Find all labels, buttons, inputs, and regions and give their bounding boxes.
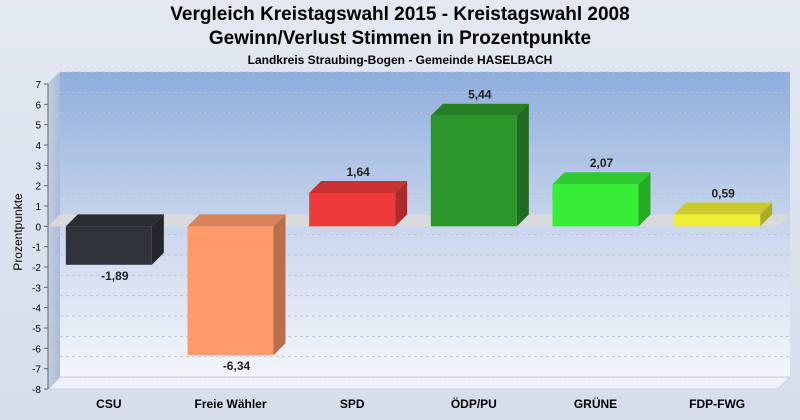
y-tick-label: 5: [35, 121, 41, 132]
y-tick-label: 0: [35, 222, 41, 233]
bar-side: [638, 172, 651, 227]
y-tick-label: 3: [35, 161, 41, 172]
bar--dp-pu: [430, 103, 529, 227]
data-label: 5,44: [468, 88, 492, 102]
gridline-side: [47, 335, 61, 349]
y-tick-label: -1: [32, 243, 41, 254]
chart-title: Vergleich Kreistagswahl 2015 - Kreistags…: [170, 4, 630, 25]
bar-side: [516, 103, 529, 227]
y-tick-label: -4: [32, 304, 41, 315]
x-tick-label: FDP-FWG: [689, 397, 745, 411]
bar-front: [187, 226, 274, 356]
bar-front: [309, 192, 396, 227]
bar-side: [151, 214, 164, 265]
y-axis-label: Prozentpunkte: [11, 193, 25, 271]
x-tick-label: ÖDP/PU: [451, 396, 497, 411]
gridline-side: [47, 295, 61, 309]
y-tick-label: -3: [32, 283, 41, 294]
gridline-side: [47, 315, 61, 329]
bar-side: [760, 202, 773, 227]
bar-top: [65, 214, 164, 227]
bar-spd: [309, 180, 408, 227]
data-label: -1,89: [101, 269, 129, 283]
bar-side: [395, 180, 408, 227]
bar-front: [65, 226, 152, 265]
gridline-side: [47, 234, 61, 248]
y-tick-label: -2: [32, 263, 41, 274]
bar-csu: [65, 214, 164, 265]
plot-side-wall: [48, 72, 60, 389]
bar-top: [187, 214, 286, 227]
gridline-side: [47, 112, 61, 126]
bar-top: [674, 202, 773, 215]
y-tick-label: -5: [32, 324, 41, 335]
plot-floor: [46, 376, 792, 390]
data-label: 1,64: [346, 165, 370, 179]
x-tick-label: CSU: [96, 397, 121, 411]
data-label: -6,34: [223, 359, 251, 373]
x-tick-label: Freie Wähler: [194, 397, 266, 411]
gridline-side: [47, 376, 61, 390]
chart-subtitle: Gewinn/Verlust Stimmen in Prozentpunkte: [208, 28, 592, 49]
y-tick-label: -7: [32, 365, 41, 376]
bar-top: [430, 103, 529, 116]
y-tick-label: 2: [35, 182, 41, 193]
y-tick-label: 7: [35, 80, 41, 91]
bar-top: [309, 180, 408, 193]
gridline-side: [47, 152, 61, 166]
x-tick-label: GRÜNE: [574, 396, 617, 411]
gridline-side: [47, 173, 61, 187]
chart-location: Landkreis Straubing-Bogen - Gemeinde HAS…: [247, 53, 553, 67]
gridline-side: [47, 193, 61, 207]
gridline-side: [47, 254, 61, 268]
gridline-side: [47, 91, 61, 105]
x-tick-label: SPD: [340, 397, 365, 411]
bar-top: [552, 172, 651, 185]
y-tick-label: -8: [32, 385, 41, 396]
bar-front: [552, 184, 639, 227]
y-tick-label: 6: [35, 100, 41, 111]
y-tick-label: 4: [35, 141, 41, 152]
y-tick-label: 1: [35, 202, 41, 213]
bar-gr-ne: [552, 172, 651, 227]
data-label: 2,07: [590, 156, 614, 170]
gridline-side: [47, 71, 61, 85]
bar-front: [674, 214, 761, 227]
bar-fdp-fwg: [674, 202, 773, 227]
gridline-side: [47, 356, 61, 370]
gridline-side: [47, 132, 61, 146]
gridline-side: [47, 274, 61, 288]
data-label: 0,59: [711, 186, 735, 200]
y-tick-label: -6: [32, 344, 41, 355]
bar-freie-w-hler: [187, 214, 286, 356]
bar-front: [430, 115, 517, 227]
bar-side: [273, 214, 286, 356]
